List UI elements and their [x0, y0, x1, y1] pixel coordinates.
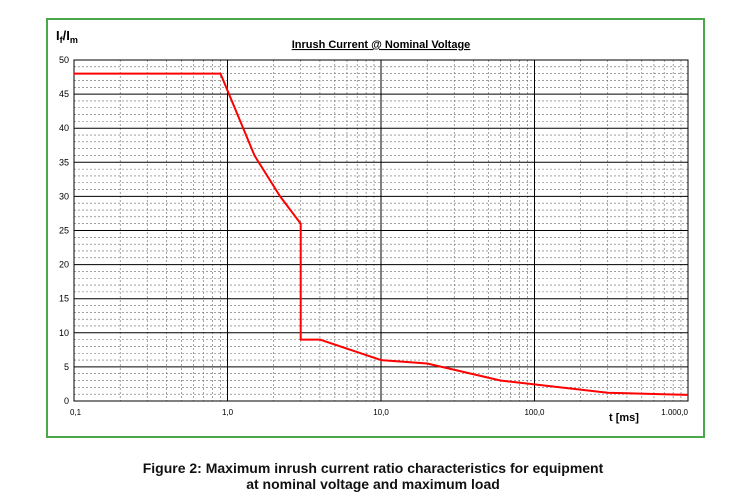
x-axis-label: t [ms] — [609, 412, 639, 424]
y-tick-label: 15 — [59, 294, 69, 304]
y-tick-label: 10 — [59, 328, 69, 338]
x-tick-label: 10,0 — [373, 408, 389, 417]
y-tick-label: 30 — [59, 191, 69, 201]
x-tick-label: 0,1 — [70, 408, 82, 417]
y-tick-label: 5 — [64, 362, 69, 372]
y-tick-label: 25 — [59, 226, 69, 236]
x-tick-label: 100,0 — [524, 408, 545, 417]
y-tick-label: 35 — [59, 157, 69, 167]
chart-title: Inrush Current @ Nominal Voltage — [292, 39, 471, 51]
y-tick-label: 50 — [59, 55, 69, 65]
y-tick-label: 40 — [59, 123, 69, 133]
figure-caption-line-2: at nominal voltage and maximum load — [246, 476, 500, 492]
plot-border — [73, 59, 689, 402]
figure-caption-line-1: Figure 2: Maximum inrush current ratio c… — [142, 460, 604, 476]
x-tick-label: 1.000,0 — [661, 408, 688, 417]
y-axis-label: If/Im — [56, 28, 78, 45]
series-line-inrush — [74, 72, 689, 396]
y-tick-label: 0 — [64, 396, 69, 406]
x-tick-label: 1,0 — [222, 408, 234, 417]
y-tick-label: 20 — [59, 260, 69, 270]
y-tick-label: 45 — [59, 89, 69, 99]
